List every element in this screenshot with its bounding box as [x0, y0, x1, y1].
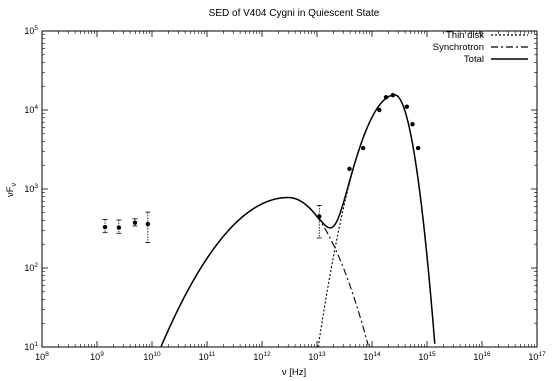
model-curves [160, 94, 436, 348]
svg-text:νFν: νFν [5, 182, 18, 197]
y-tick-label-exponent: 3 [34, 183, 38, 190]
chart-title: SED of V404 Cygni in Quiescent State [209, 8, 380, 19]
x-tick-label: 1017 [528, 351, 546, 362]
y-tick-label-base: 10 [24, 105, 34, 115]
x-tick-label-exponent: 13 [318, 351, 326, 358]
x-tick-label-exponent: 15 [428, 351, 436, 358]
data-point [116, 225, 122, 230]
x-tick-label: 1015 [418, 351, 436, 362]
x-tick-label-base: 10 [253, 352, 263, 362]
x-tick-label-base: 10 [308, 352, 318, 362]
plot-frame [41, 30, 538, 348]
y-tick-label-base: 10 [24, 184, 34, 194]
x-tick-label-exponent: 16 [483, 351, 491, 358]
x-tick-label: 108 [35, 351, 49, 362]
y-tick-label-exponent: 5 [34, 25, 38, 32]
thin-disk-curve [317, 94, 436, 348]
axis-ticks [41, 30, 538, 348]
y-tick-label-exponent: 2 [34, 262, 38, 269]
data-point [415, 145, 421, 151]
y-tick-label-exponent: 4 [34, 104, 38, 111]
data-point [317, 214, 322, 219]
legend-label-total: Total [464, 54, 484, 65]
x-tick-label: 1011 [199, 351, 216, 362]
data-point [383, 95, 389, 100]
y-tick-label: 102 [24, 262, 38, 273]
y-tick-label: 101 [24, 341, 38, 352]
data-point [347, 166, 352, 172]
y-tick-label: 105 [24, 25, 38, 36]
data-point [145, 221, 151, 227]
y-axis-label-subscript: ν [11, 182, 18, 186]
x-tick-label: 1014 [363, 351, 381, 362]
x-tick-label-base: 10 [528, 352, 538, 362]
x-tick-label-base: 10 [363, 352, 373, 362]
y-tick-label-base: 10 [24, 342, 34, 352]
data-points [102, 92, 421, 243]
data-point [404, 104, 410, 109]
x-tick-label: 1013 [308, 351, 326, 362]
x-tick-label-base: 10 [418, 352, 428, 362]
x-tick-label: 1010 [143, 351, 161, 362]
y-axis-label: νF [5, 186, 16, 197]
x-tick-label-exponent: 10 [153, 351, 161, 358]
legend: Thin disk Synchrotron Total [433, 30, 528, 65]
y-tick-label: 103 [24, 183, 38, 194]
data-point [377, 107, 382, 113]
y-axis-title: νFν [5, 182, 18, 197]
y-tick-label-base: 10 [24, 26, 34, 36]
x-tick-label-base: 10 [143, 352, 153, 362]
x-tick-label-exponent: 11 [209, 351, 216, 358]
x-axis-label: ν [Hz] [282, 367, 306, 378]
data-point [410, 122, 415, 127]
x-tick-label-exponent: 9 [100, 351, 104, 358]
legend-label-thin-disk: Thin disk [446, 30, 484, 41]
y-tick-label: 104 [24, 104, 38, 115]
legend-label-synchrotron: Synchrotron [433, 42, 484, 53]
x-tick-label-base: 10 [473, 352, 483, 362]
x-tick-label: 109 [90, 351, 104, 362]
x-tick-label-exponent: 8 [45, 351, 49, 358]
data-point [102, 224, 108, 230]
x-tick-label-base: 10 [199, 352, 209, 362]
x-tick-label: 1012 [253, 351, 271, 362]
data-point [360, 145, 366, 151]
total-curve [160, 94, 436, 347]
data-point [390, 92, 396, 98]
tick-labels: 108 109 1010 1011 1012 1013 1014 1015 1016 101710… [24, 25, 546, 362]
y-tick-label-exponent: 1 [34, 341, 38, 348]
x-tick-label-exponent: 14 [373, 351, 381, 358]
x-tick-label-base: 10 [90, 352, 100, 362]
y-tick-label-base: 10 [24, 263, 34, 273]
x-tick-label: 1016 [473, 351, 491, 362]
x-tick-label-base: 10 [35, 352, 45, 362]
data-point [132, 220, 138, 225]
x-tick-label-exponent: 17 [538, 351, 546, 358]
x-tick-label-exponent: 12 [263, 351, 271, 358]
